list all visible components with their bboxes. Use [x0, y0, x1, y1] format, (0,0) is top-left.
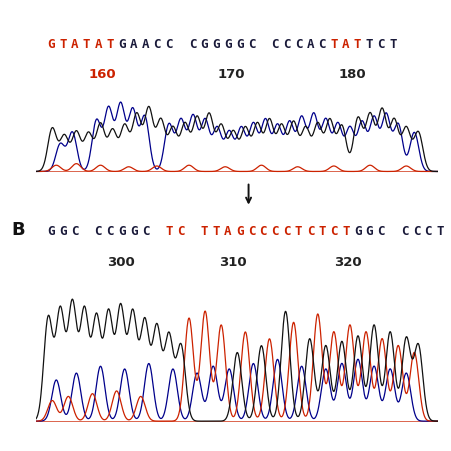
Text: C: C	[153, 38, 161, 51]
Text: C: C	[423, 224, 431, 237]
Text: C: C	[189, 38, 196, 51]
Text: A: A	[142, 38, 149, 51]
Text: T: T	[353, 38, 361, 51]
Text: C: C	[377, 38, 384, 51]
Text: A: A	[306, 38, 313, 51]
Text: C: C	[142, 224, 149, 237]
Text: T: T	[365, 38, 373, 51]
Text: T: T	[212, 224, 220, 237]
Text: G: G	[235, 38, 243, 51]
Text: G: G	[365, 224, 373, 237]
Text: T: T	[200, 224, 208, 237]
Text: G: G	[59, 224, 67, 237]
Text: T: T	[83, 38, 90, 51]
Text: T: T	[295, 224, 302, 237]
Text: G: G	[212, 38, 220, 51]
Text: A: A	[341, 38, 349, 51]
Text: T: T	[435, 224, 443, 237]
Text: C: C	[247, 224, 255, 237]
Text: C: C	[318, 38, 325, 51]
Text: G: G	[47, 38, 55, 51]
Text: T: T	[341, 224, 349, 237]
Text: C: C	[177, 224, 184, 237]
Text: 320: 320	[333, 256, 361, 268]
Text: T: T	[318, 224, 325, 237]
Text: 310: 310	[219, 256, 247, 268]
Text: C: C	[259, 224, 267, 237]
Text: T: T	[165, 224, 172, 237]
Text: C: C	[247, 38, 255, 51]
Text: 160: 160	[88, 69, 116, 81]
Text: A: A	[94, 38, 102, 51]
Text: 170: 170	[217, 69, 244, 81]
Text: C: C	[412, 224, 419, 237]
Text: C: C	[295, 38, 302, 51]
Text: C: C	[271, 38, 278, 51]
Text: 180: 180	[337, 69, 365, 81]
Text: C: C	[282, 38, 290, 51]
Text: 300: 300	[106, 256, 134, 268]
Text: A: A	[71, 38, 78, 51]
Text: C: C	[165, 38, 172, 51]
Text: A: A	[224, 224, 231, 237]
Text: C: C	[400, 224, 408, 237]
Text: B: B	[11, 221, 25, 239]
Text: G: G	[353, 224, 361, 237]
Text: C: C	[377, 224, 384, 237]
Text: T: T	[59, 38, 67, 51]
Text: C: C	[106, 224, 114, 237]
Text: A: A	[129, 38, 137, 51]
Text: T: T	[106, 38, 114, 51]
Text: G: G	[224, 38, 231, 51]
Text: G: G	[235, 224, 243, 237]
Text: C: C	[94, 224, 102, 237]
Text: C: C	[71, 224, 78, 237]
Text: G: G	[200, 38, 208, 51]
Text: C: C	[282, 224, 290, 237]
Text: C: C	[330, 224, 337, 237]
Text: C: C	[306, 224, 313, 237]
Text: G: G	[47, 224, 55, 237]
Text: G: G	[118, 38, 125, 51]
Text: G: G	[118, 224, 125, 237]
Text: T: T	[330, 38, 337, 51]
Text: C: C	[271, 224, 278, 237]
Text: T: T	[388, 38, 396, 51]
Text: G: G	[129, 224, 137, 237]
